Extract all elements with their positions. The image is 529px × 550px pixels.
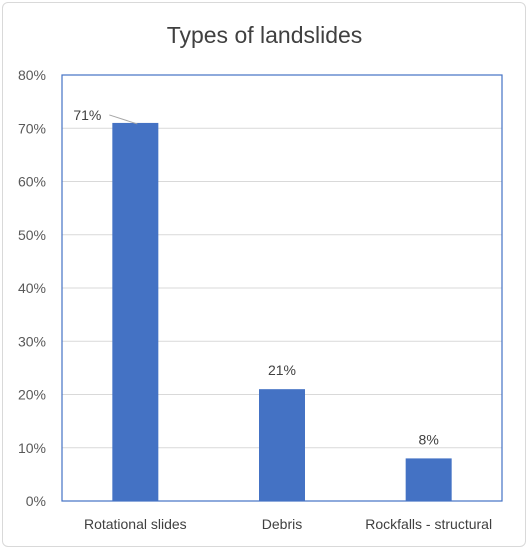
x-tick-label: Rockfalls - structural: [365, 516, 492, 532]
y-tick-label: 0%: [26, 493, 46, 509]
y-tick-label: 50%: [18, 227, 46, 243]
bar: [112, 122, 159, 502]
x-tick-label: Debris: [262, 516, 302, 532]
y-tick-label: 70%: [18, 120, 46, 136]
bars: [112, 122, 452, 502]
chart-title: Types of landslides: [166, 22, 363, 48]
plot-area: [61, 74, 503, 502]
data-label: 71%: [73, 107, 101, 123]
bar: [405, 458, 452, 501]
bar: [259, 389, 305, 501]
y-tick-label: 40%: [18, 280, 46, 296]
plot-border: [61, 74, 503, 502]
data-labels: 71% 21% 8%: [73, 107, 438, 447]
data-label: 21%: [268, 362, 296, 378]
y-tick-label: 80%: [18, 67, 46, 83]
y-axis-ticks: 0% 10% 20% 30% 40% 50% 60% 70% 80%: [18, 67, 46, 509]
data-label: 8%: [419, 431, 439, 447]
y-tick-label: 30%: [18, 333, 46, 349]
x-tick-label: Rotational slides: [84, 516, 187, 532]
x-axis-ticks: Rotational slides Debris Rockfalls - struc…: [84, 516, 492, 532]
y-tick-label: 60%: [18, 174, 46, 190]
data-label-leader-line: [109, 114, 138, 125]
y-tick-label: 20%: [18, 387, 46, 403]
y-tick-label: 10%: [18, 440, 46, 456]
